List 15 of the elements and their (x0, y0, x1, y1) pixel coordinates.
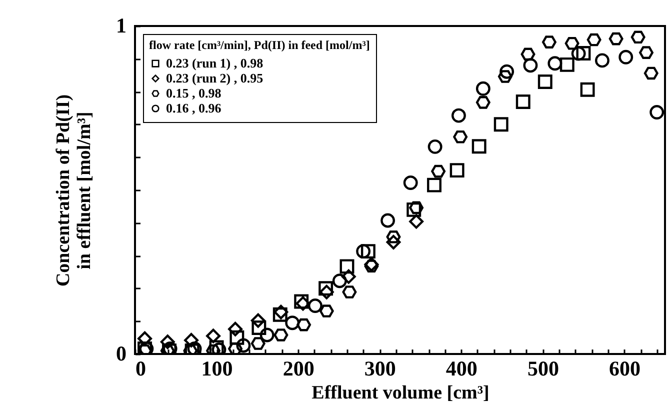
y-tick-label: 1 (116, 14, 126, 38)
x-tick-label: 500 (527, 356, 559, 380)
x-tick-label: 100 (201, 356, 233, 380)
legend-label: 0.16 , 0.96 (166, 100, 222, 116)
x-tick-label: 300 (364, 356, 396, 380)
x-tick-label: 200 (282, 356, 314, 380)
legend-label: 0.23 (run 2) , 0.95 (166, 70, 264, 86)
x-axis-title: Effluent volume [cm³] (312, 382, 490, 404)
x-tick-label: 0 (136, 356, 146, 380)
legend-label: 0.23 (run 1) , 0.98 (166, 56, 264, 70)
x-tick-label: 400 (446, 356, 478, 380)
legend-title: flow rate [cm³/min], Pd(II) in feed [mol/m³] (149, 38, 370, 52)
x-tick-label: 600 (608, 356, 640, 380)
legend-label: 0.15 , 0.98 (166, 86, 222, 100)
y-axis-title: Concentration of Pd(II) in effluent [mol/m³] (53, 94, 95, 287)
